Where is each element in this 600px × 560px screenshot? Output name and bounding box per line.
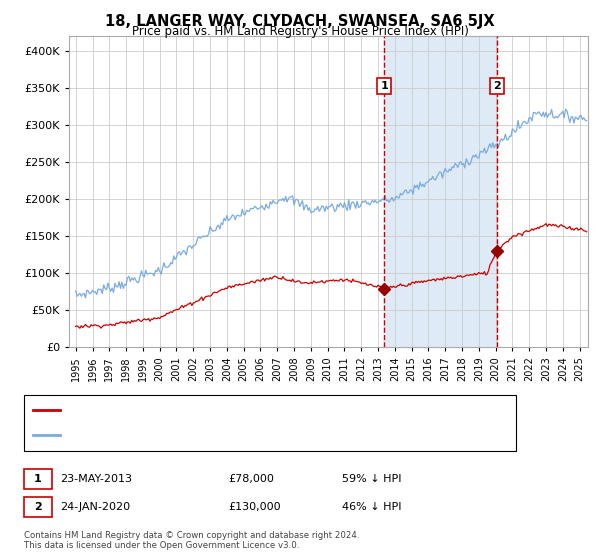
Bar xyxy=(385,36,497,347)
Text: HPI: Average price, detached house, Swansea: HPI: Average price, detached house, Swan… xyxy=(65,430,304,440)
Text: 1: 1 xyxy=(34,474,41,484)
Text: 2: 2 xyxy=(493,81,500,91)
Text: £78,000: £78,000 xyxy=(228,474,274,484)
Text: Price paid vs. HM Land Registry's House Price Index (HPI): Price paid vs. HM Land Registry's House … xyxy=(131,25,469,38)
Text: 18, LANGER WAY, CLYDACH, SWANSEA, SA6 5JX (detached house): 18, LANGER WAY, CLYDACH, SWANSEA, SA6 5J… xyxy=(65,405,407,416)
Text: 59% ↓ HPI: 59% ↓ HPI xyxy=(342,474,401,484)
Text: £130,000: £130,000 xyxy=(228,502,281,512)
Text: 2: 2 xyxy=(34,502,41,512)
Text: 23-MAY-2013: 23-MAY-2013 xyxy=(60,474,132,484)
Text: 24-JAN-2020: 24-JAN-2020 xyxy=(60,502,130,512)
Text: 46% ↓ HPI: 46% ↓ HPI xyxy=(342,502,401,512)
Text: Contains HM Land Registry data © Crown copyright and database right 2024.
This d: Contains HM Land Registry data © Crown c… xyxy=(24,530,359,550)
Text: 18, LANGER WAY, CLYDACH, SWANSEA, SA6 5JX: 18, LANGER WAY, CLYDACH, SWANSEA, SA6 5J… xyxy=(105,14,495,29)
Text: 1: 1 xyxy=(380,81,388,91)
